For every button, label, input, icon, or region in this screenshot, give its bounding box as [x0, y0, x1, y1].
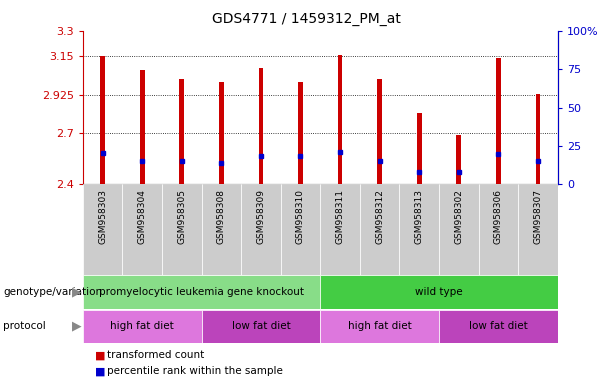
Bar [83, 275, 321, 309]
Bar [162, 184, 202, 275]
Text: ▶: ▶ [72, 320, 82, 333]
Bar [360, 184, 400, 275]
Bar [457, 135, 461, 184]
Bar [378, 78, 382, 184]
Bar [536, 94, 541, 184]
Bar [202, 184, 241, 275]
Text: low fat diet: low fat diet [232, 321, 291, 331]
Text: GSM958302: GSM958302 [454, 189, 463, 244]
Bar [140, 70, 145, 184]
Bar [241, 184, 281, 275]
Bar [400, 184, 439, 275]
Text: GSM958306: GSM958306 [494, 189, 503, 244]
Bar [298, 82, 303, 184]
Text: GSM958313: GSM958313 [415, 189, 424, 244]
Bar [439, 184, 479, 275]
Text: transformed count: transformed count [107, 350, 205, 360]
Bar [439, 310, 558, 343]
Bar [123, 184, 162, 275]
Text: GSM958310: GSM958310 [296, 189, 305, 244]
Bar [417, 113, 422, 184]
Text: GSM958305: GSM958305 [177, 189, 186, 244]
Bar [338, 55, 343, 184]
Bar [321, 275, 558, 309]
Text: ■: ■ [95, 366, 105, 376]
Text: ▶: ▶ [72, 286, 82, 299]
Bar [83, 310, 202, 343]
Bar [496, 58, 501, 184]
Bar [518, 184, 558, 275]
Text: percentile rank within the sample: percentile rank within the sample [107, 366, 283, 376]
Text: low fat diet: low fat diet [469, 321, 528, 331]
Text: wild type: wild type [415, 287, 463, 297]
Text: GSM958311: GSM958311 [335, 189, 345, 244]
Text: GSM958308: GSM958308 [217, 189, 226, 244]
Text: protocol: protocol [3, 321, 46, 331]
Text: GSM958309: GSM958309 [256, 189, 265, 244]
Text: GSM958304: GSM958304 [138, 189, 147, 244]
Bar [202, 310, 321, 343]
Text: GSM958312: GSM958312 [375, 189, 384, 244]
Text: GSM958307: GSM958307 [533, 189, 543, 244]
Bar [281, 184, 321, 275]
Text: GSM958303: GSM958303 [98, 189, 107, 244]
Bar [100, 56, 105, 184]
Bar [321, 310, 439, 343]
Bar [180, 78, 184, 184]
Bar [219, 82, 224, 184]
Bar [479, 184, 518, 275]
Text: promyelocytic leukemia gene knockout: promyelocytic leukemia gene knockout [99, 287, 304, 297]
Text: high fat diet: high fat diet [110, 321, 174, 331]
Bar [259, 68, 264, 184]
Bar [83, 184, 123, 275]
Text: GDS4771 / 1459312_PM_at: GDS4771 / 1459312_PM_at [212, 12, 401, 25]
Bar [321, 184, 360, 275]
Text: ■: ■ [95, 350, 105, 360]
Text: genotype/variation: genotype/variation [3, 287, 102, 297]
Text: high fat diet: high fat diet [348, 321, 411, 331]
